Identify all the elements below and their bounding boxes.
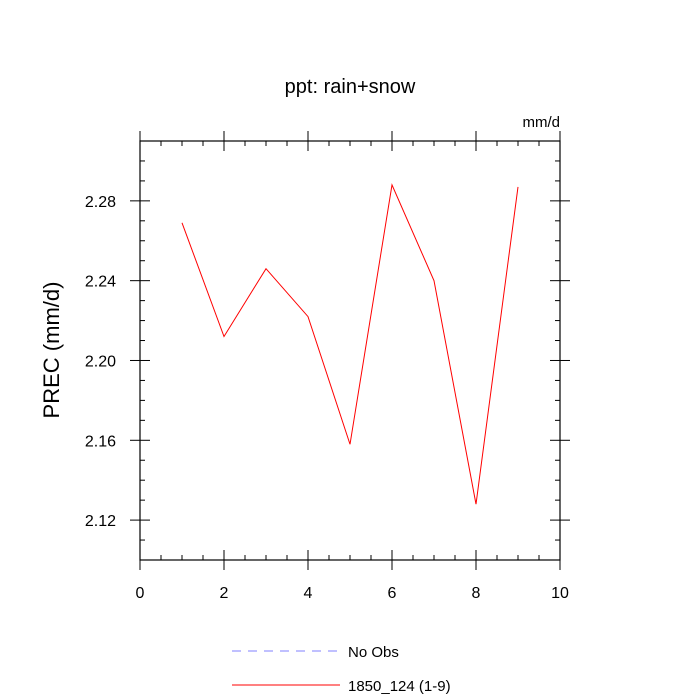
x-tick-label: 0 (136, 585, 145, 602)
y-tick-label: 2.20 (85, 353, 116, 370)
y-tick-label: 2.28 (85, 194, 116, 211)
plot-border (139, 140, 561, 561)
y-axis-label: PREC (mm/d) (39, 282, 64, 419)
series-line (181, 183, 519, 505)
legend: No Obs 1850_124 (1-9) (232, 644, 451, 695)
y-axis-ticks: 2.12 2.16 2.20 2.24 2.28 (85, 140, 570, 561)
legend-label: 1850_124 (1-9) (348, 678, 451, 695)
y-tick-label: 2.24 (85, 274, 116, 291)
x-tick-label: 10 (551, 585, 569, 602)
chart-title: ppt: rain+snow (285, 76, 416, 98)
units-label: mm/d (523, 114, 561, 131)
y-tick-label: 2.16 (85, 433, 116, 450)
x-tick-label: 4 (304, 585, 313, 602)
x-tick-label: 6 (388, 585, 397, 602)
x-axis-ticks: 0 2 4 6 8 10 (136, 131, 569, 602)
legend-label: No Obs (348, 644, 399, 661)
series-layer (181, 183, 519, 505)
plot-frame (139, 140, 561, 561)
x-tick-label: 8 (472, 585, 481, 602)
y-tick-label: 2.12 (85, 513, 116, 530)
x-tick-label: 2 (220, 585, 229, 602)
